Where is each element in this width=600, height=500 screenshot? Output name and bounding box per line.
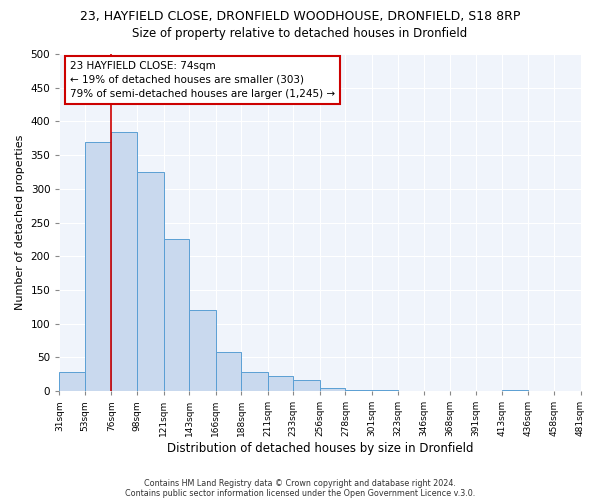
Text: Contains public sector information licensed under the Open Government Licence v.: Contains public sector information licen… <box>125 488 475 498</box>
Text: Contains HM Land Registry data © Crown copyright and database right 2024.: Contains HM Land Registry data © Crown c… <box>144 478 456 488</box>
Bar <box>346 390 372 391</box>
Text: 23 HAYFIELD CLOSE: 74sqm
← 19% of detached houses are smaller (303)
79% of semi-: 23 HAYFIELD CLOSE: 74sqm ← 19% of detach… <box>70 60 335 98</box>
Bar <box>372 390 398 391</box>
Bar <box>112 132 137 391</box>
Y-axis label: Number of detached properties: Number of detached properties <box>15 135 25 310</box>
Bar <box>189 310 215 391</box>
Bar <box>502 390 529 391</box>
Bar <box>59 372 85 391</box>
Bar <box>268 376 293 391</box>
Text: Size of property relative to detached houses in Dronfield: Size of property relative to detached ho… <box>133 28 467 40</box>
Bar <box>215 352 241 391</box>
Bar <box>320 388 346 391</box>
X-axis label: Distribution of detached houses by size in Dronfield: Distribution of detached houses by size … <box>167 442 473 455</box>
Bar <box>293 380 320 391</box>
Bar <box>164 240 189 391</box>
Bar <box>241 372 268 391</box>
Bar <box>85 142 112 391</box>
Bar <box>137 172 164 391</box>
Text: 23, HAYFIELD CLOSE, DRONFIELD WOODHOUSE, DRONFIELD, S18 8RP: 23, HAYFIELD CLOSE, DRONFIELD WOODHOUSE,… <box>80 10 520 23</box>
